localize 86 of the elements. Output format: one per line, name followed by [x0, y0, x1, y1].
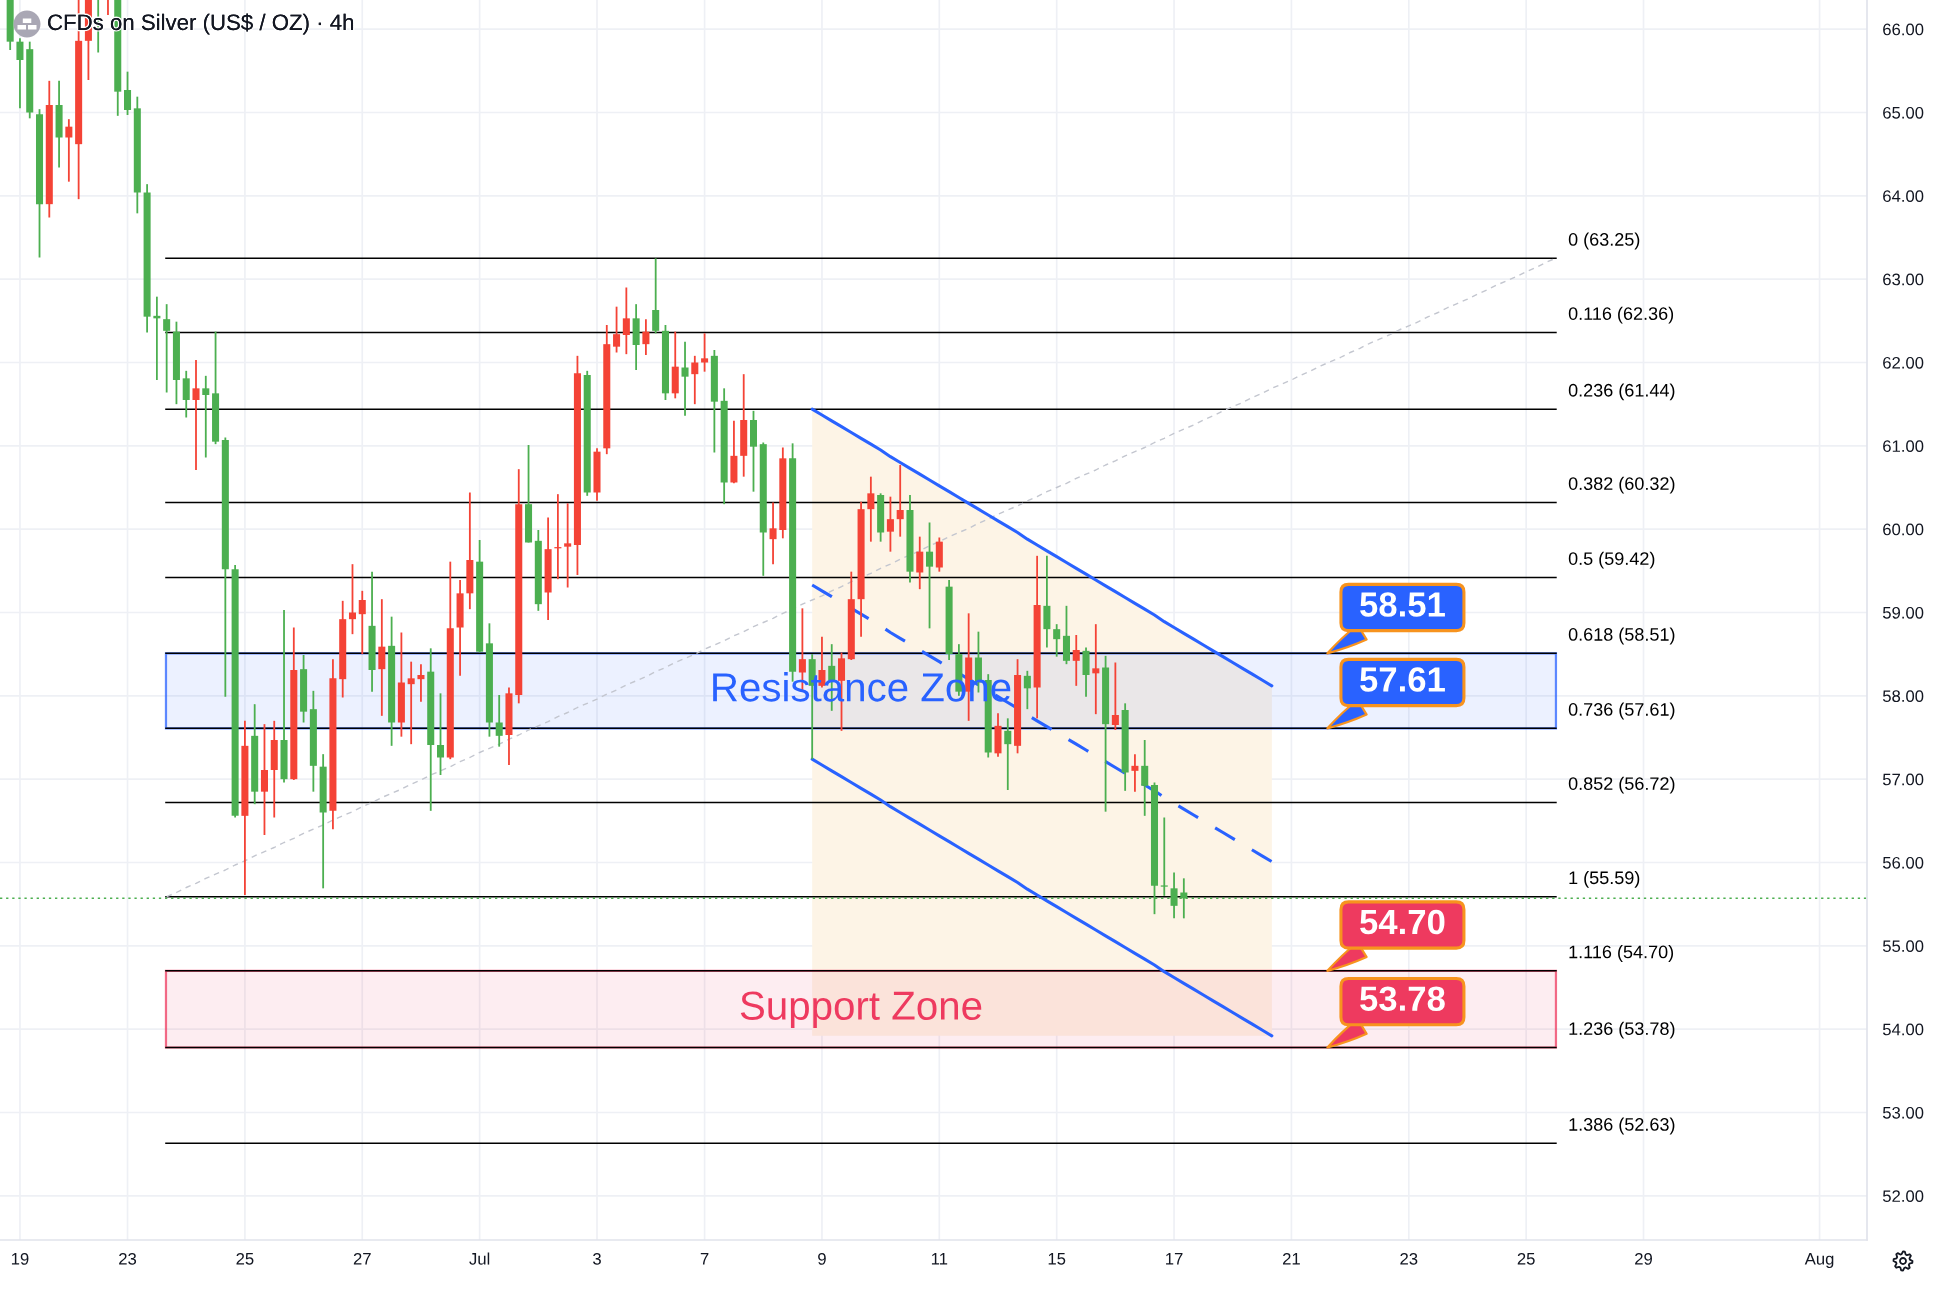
y-tick-label: 56.00: [1882, 856, 1924, 869]
x-tick-label: 9: [818, 1252, 826, 1265]
candlestick: [896, 464, 904, 538]
ref-line-label: 0.618 (58.51): [1568, 627, 1675, 645]
ref-line-label: 1.236 (53.78): [1569, 1021, 1675, 1039]
candlestick: [182, 369, 190, 419]
y-tick-label: 63.00: [1883, 273, 1924, 286]
candlestick: [407, 660, 415, 746]
candlestick: [378, 598, 386, 717]
candlestick: [495, 694, 503, 748]
y-tick-label: 60.00: [1883, 523, 1924, 536]
candlestick: [192, 359, 200, 471]
candlestick: [1043, 554, 1051, 649]
x-tick-label: 25: [236, 1252, 254, 1265]
x-tick-label: 27: [353, 1252, 371, 1265]
x-tick-label: 23: [119, 1252, 137, 1265]
candlestick: [163, 303, 171, 394]
candlestick: [564, 502, 572, 589]
ref-line-label: 0.236 (61.44): [1568, 383, 1675, 401]
ref-line-label: 1.386 (52.63): [1569, 1117, 1675, 1135]
candlestick: [358, 589, 366, 656]
ref-line-label: 1 (55.59): [1569, 870, 1640, 888]
ref-line-label: 0.5 (59.42): [1568, 551, 1655, 569]
x-tick-label: Aug: [1804, 1253, 1834, 1269]
y-tick-label: 61.00: [1883, 440, 1924, 453]
candlestick: [916, 535, 924, 591]
y-tick-label: 52.00: [1882, 1190, 1924, 1203]
y-tick-label: 62.00: [1883, 356, 1924, 369]
ref-line-label: 0.852 (56.72): [1568, 776, 1675, 794]
y-tick-label: 53.00: [1882, 1106, 1924, 1119]
candlestick: [1053, 623, 1061, 658]
candlestick: [613, 305, 621, 354]
candlestick: [1111, 661, 1119, 731]
candlestick: [926, 521, 934, 630]
candlestick: [436, 692, 445, 776]
candlestick: [642, 318, 650, 356]
x-tick-label: 29: [1635, 1252, 1652, 1265]
candlestick: [622, 286, 630, 356]
candlestick: [260, 723, 268, 836]
candlestick: [769, 501, 777, 566]
candlestick: [65, 118, 73, 183]
x-tick-label: 23: [1400, 1252, 1418, 1265]
candlestick: [1023, 669, 1031, 711]
candlestick: [202, 374, 210, 459]
candlestick: [1072, 634, 1080, 687]
candlestick: [886, 495, 894, 553]
candlestick: [652, 257, 660, 335]
ref-line-label: 0 (63.25): [1568, 232, 1640, 250]
ref-line-label: 0.736 (57.61): [1568, 702, 1675, 720]
annotation: 58.51: [1360, 592, 1445, 617]
candlestick: [1092, 623, 1100, 716]
x-tick-label: 21: [1282, 1252, 1300, 1265]
candlestick: [691, 354, 699, 406]
candlestick: [1004, 717, 1012, 791]
candlestick: [681, 340, 689, 417]
x-tick-label: 11: [931, 1253, 948, 1265]
candlestick: [124, 70, 132, 116]
annotation: 57.61: [1360, 667, 1445, 692]
candlestick: [16, 37, 24, 110]
ref-line-label: 0.382 (60.32): [1568, 476, 1675, 494]
x-tick-label: 19: [11, 1252, 29, 1265]
x-tick-label: 7: [700, 1253, 709, 1265]
y-tick-label: 57.00: [1882, 773, 1924, 786]
annotation: 54.70: [1360, 909, 1445, 935]
candlestick: [1131, 753, 1139, 793]
candlestick: [701, 332, 709, 373]
x-tick-label: 3: [593, 1252, 601, 1265]
x-tick-label: Jul: [469, 1252, 490, 1265]
y-tick-label: 58.00: [1882, 690, 1924, 703]
candlestick: [417, 663, 425, 703]
ref-line-label: 0.116 (62.36): [1568, 306, 1674, 324]
candlestick: [1160, 816, 1168, 897]
y-tick-label: 64.00: [1883, 190, 1924, 203]
x-tick-label: 17: [1166, 1253, 1183, 1265]
y-tick-label: 55.00: [1882, 940, 1924, 953]
y-tick-label: 54.00: [1882, 1023, 1924, 1036]
band-label: Support Zone: [740, 991, 982, 1028]
y-tick-label: 65.00: [1883, 106, 1924, 119]
x-tick-label: 15: [1048, 1253, 1066, 1265]
candlestick: [1141, 739, 1149, 817]
ref-line-label: 1.116 (54.70): [1569, 945, 1674, 962]
x-tick-label: 25: [1517, 1252, 1535, 1265]
y-tick-label: 66.00: [1883, 23, 1924, 36]
candlestick: [867, 475, 875, 543]
y-tick-label: 59.00: [1882, 606, 1924, 619]
annotation: 53.78: [1360, 986, 1445, 1012]
